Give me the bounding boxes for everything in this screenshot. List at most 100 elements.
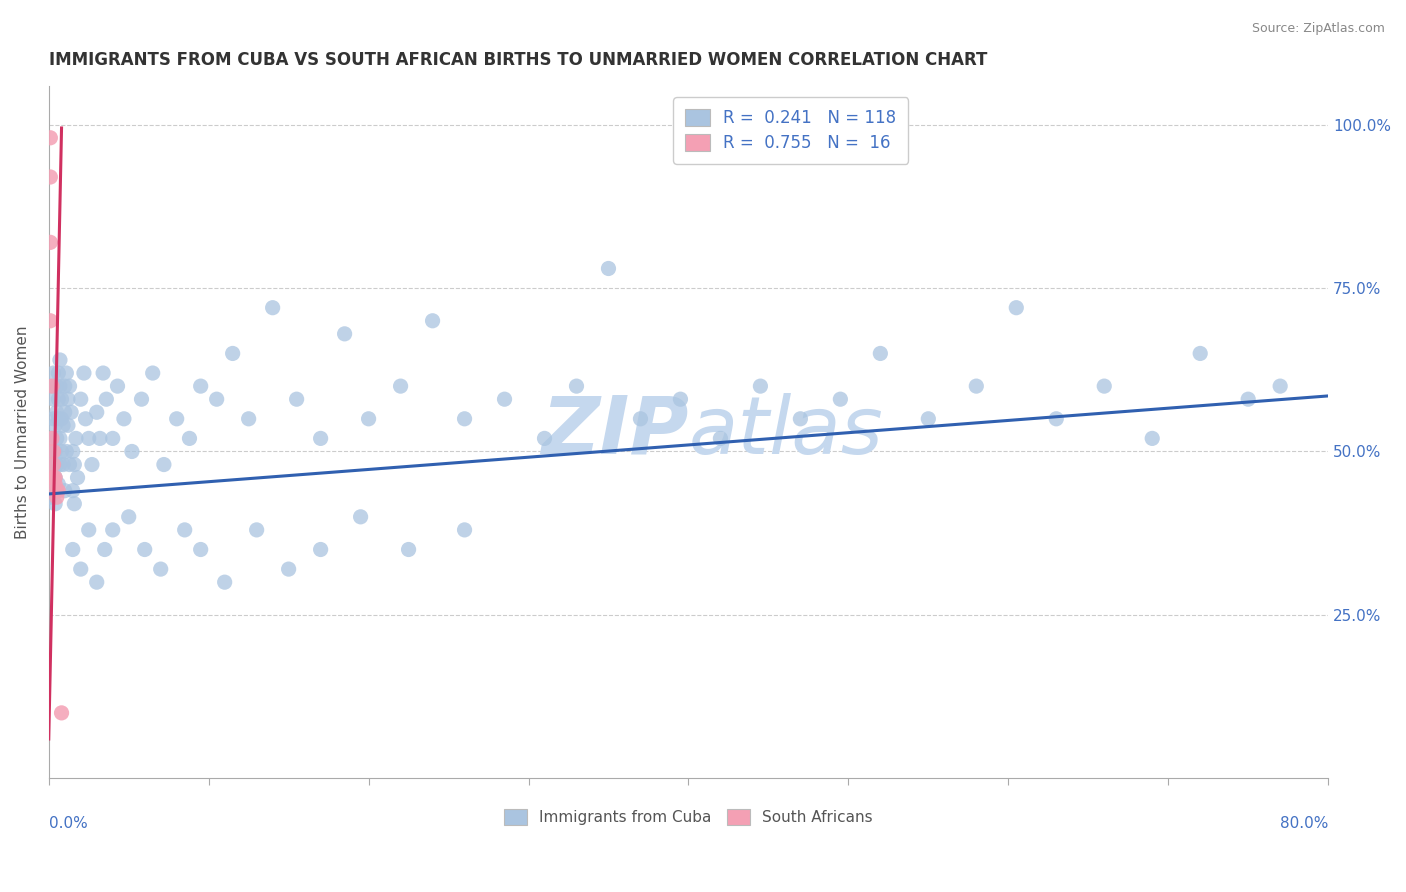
Point (349, 509, 371, 524)
Point (121, 444, 143, 458)
Point (453, 412, 475, 426)
Text: 80.0%: 80.0% (1279, 816, 1329, 831)
Point (75, 412, 97, 426)
Point (42, 366, 65, 380)
Text: Source: ZipAtlas.com: Source: ZipAtlas.com (1251, 22, 1385, 36)
Point (238, 412, 260, 426)
Point (965, 379, 987, 393)
Point (179, 431, 201, 445)
Point (45, 458, 67, 472)
Point (49, 353, 72, 368)
Point (41, 444, 63, 458)
Point (63, 497, 86, 511)
Point (80, 458, 103, 472)
Text: IMMIGRANTS FROM CUBA VS SOUTH AFRICAN BIRTHS TO UNMARRIED WOMEN CORRELATION CHAR: IMMIGRANTS FROM CUBA VS SOUTH AFRICAN BI… (49, 51, 987, 69)
Point (357, 412, 380, 426)
Point (917, 412, 939, 426)
Point (77, 523, 100, 537)
Point (39, 130, 62, 145)
Point (389, 379, 412, 393)
Point (42, 458, 65, 472)
Y-axis label: Births to Unmarried Women: Births to Unmarried Women (15, 325, 30, 539)
Point (55, 444, 77, 458)
Point (39, 314, 62, 328)
Point (1045, 412, 1067, 426)
Point (630, 412, 652, 426)
Point (422, 314, 444, 328)
Point (41, 483, 63, 498)
Point (153, 458, 176, 472)
Point (42, 379, 65, 393)
Point (62, 483, 84, 498)
Point (398, 542, 420, 557)
Point (333, 326, 356, 341)
Point (42, 412, 65, 426)
Point (58, 458, 80, 472)
Point (598, 261, 620, 276)
Text: atlas: atlas (689, 392, 883, 471)
Point (39, 464, 62, 478)
Point (49, 458, 72, 472)
Point (45, 483, 67, 498)
Point (63, 458, 86, 472)
Point (131, 392, 153, 407)
Point (533, 431, 555, 445)
Point (53, 379, 76, 393)
Point (309, 542, 332, 557)
Point (39, 490, 62, 504)
Point (45, 490, 67, 504)
Point (93, 542, 115, 557)
Point (46, 366, 69, 380)
Point (39, 450, 62, 465)
Point (52, 418, 75, 433)
Point (73, 366, 96, 380)
Point (830, 392, 852, 407)
Point (118, 509, 141, 524)
Point (62, 444, 84, 458)
Point (565, 379, 588, 393)
Point (101, 431, 124, 445)
Point (46, 477, 69, 491)
Point (1268, 379, 1291, 393)
Point (55, 366, 77, 380)
Point (190, 542, 212, 557)
Point (44, 470, 66, 484)
Point (39, 169, 62, 184)
Point (1005, 301, 1028, 315)
Point (709, 431, 731, 445)
Point (1237, 392, 1260, 407)
Point (309, 431, 332, 445)
Point (77, 431, 100, 445)
Point (51, 412, 73, 426)
Point (89, 431, 111, 445)
Point (42, 458, 65, 472)
Point (41, 470, 63, 484)
Point (96, 392, 118, 407)
Point (49, 431, 72, 445)
Point (453, 523, 475, 537)
Point (42, 470, 65, 484)
Point (45, 483, 67, 498)
Point (669, 392, 692, 407)
Point (69, 392, 91, 407)
Point (112, 412, 135, 426)
Point (494, 392, 516, 407)
Point (214, 575, 236, 590)
Point (1189, 346, 1212, 360)
Point (86, 405, 108, 419)
Point (101, 523, 124, 537)
Point (45, 431, 67, 445)
Point (41, 379, 63, 393)
Point (51, 706, 73, 720)
Point (91, 366, 114, 380)
Point (44, 470, 66, 484)
Point (39, 235, 62, 250)
Point (41, 431, 63, 445)
Point (42, 392, 65, 407)
Point (58, 379, 80, 393)
Point (44, 418, 66, 433)
Point (45, 379, 67, 393)
Point (44, 444, 66, 458)
Point (60, 405, 83, 419)
Point (46, 483, 69, 498)
